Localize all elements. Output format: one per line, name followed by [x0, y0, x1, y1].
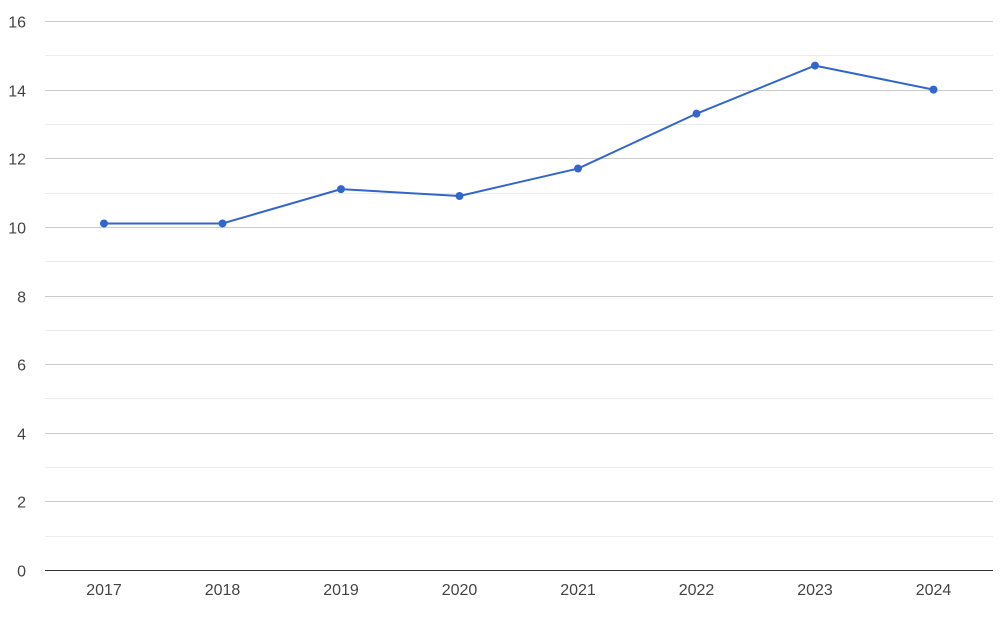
x-tick-label: 2022: [679, 582, 715, 599]
data-point[interactable]: [692, 109, 701, 118]
x-tick-label: 2017: [86, 582, 122, 599]
y-tick-label: 6: [17, 358, 26, 375]
y-tick-label: 8: [17, 290, 26, 307]
grid-layer: [45, 21, 993, 537]
y-tick-label: 12: [8, 152, 26, 169]
y-tick-label: 4: [17, 427, 26, 444]
y-tick-label: 14: [8, 84, 26, 101]
x-tick-label: 2019: [323, 582, 359, 599]
series-layer: [100, 61, 938, 228]
x-tick-label: 2023: [797, 582, 833, 599]
data-point[interactable]: [574, 164, 582, 173]
x-tick-label: 2018: [205, 582, 241, 599]
y-tick-label: 2: [17, 495, 26, 512]
data-point[interactable]: [100, 219, 108, 228]
y-tick-label: 10: [8, 221, 26, 238]
data-point[interactable]: [811, 61, 819, 70]
x-tick-label: 2020: [442, 582, 478, 599]
label-layer: 0 2 4 6 8 10 12 14 16 2017 2018 2019 2020 2021 2022 202…: [8, 15, 951, 600]
data-point[interactable]: [455, 191, 464, 200]
x-tick-label: 2021: [560, 582, 596, 599]
data-point[interactable]: [218, 219, 227, 228]
y-tick-label: 16: [8, 15, 26, 32]
series-line: [103, 64, 935, 225]
y-tick-label: 0: [17, 564, 26, 581]
x-tick-label: 2024: [916, 582, 952, 599]
data-point[interactable]: [929, 85, 938, 94]
data-point[interactable]: [337, 185, 345, 194]
